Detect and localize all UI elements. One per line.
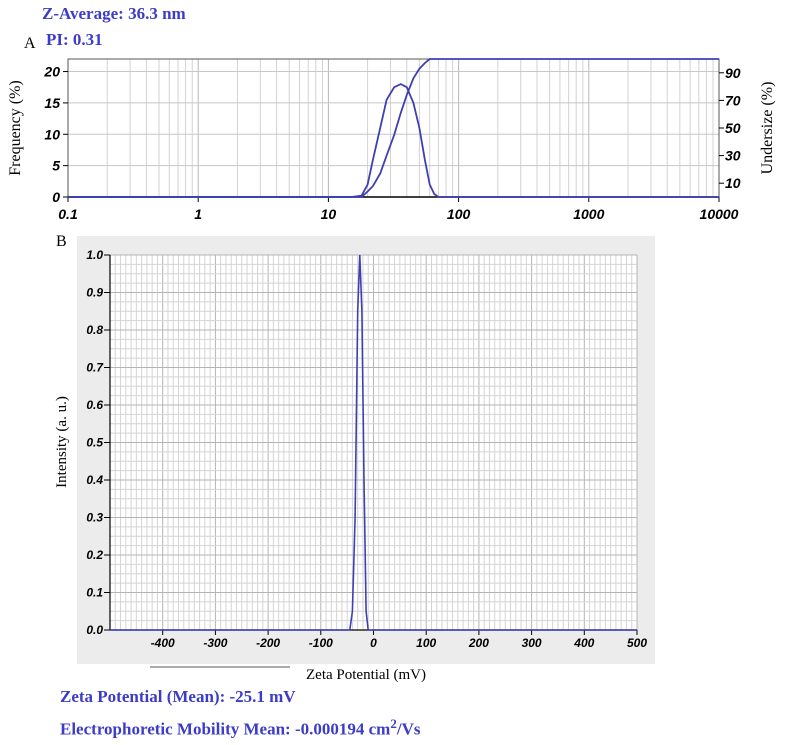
mobility-text: Electrophoretic Mobility Mean: -0.000194…	[60, 719, 391, 739]
chart-b-x-tick-label: 200	[468, 636, 489, 650]
chart-a-x-tick-label: 1000	[573, 206, 604, 222]
chart-b-y-tick-label: 0.7	[86, 361, 104, 375]
chart-a-y-tick-label: 10	[44, 126, 60, 142]
chart-a: 0.1 1 10 100 1000 10000 0 5 10 15 20 10 30 50 70 90 A Fre…	[7, 35, 776, 222]
chart-a-x-tick-label: 0.1	[58, 206, 78, 222]
chart-b-y-tick-label: 0.5	[86, 436, 103, 450]
chart-b-x-tick-label: 0	[370, 636, 377, 650]
chart-a-y2-tick-label: 70	[725, 92, 741, 108]
chart-a-plot-area	[68, 59, 719, 197]
chart-a-y-tick-label: 5	[52, 158, 60, 174]
chart-b-x-tick-label: -300	[203, 636, 227, 650]
chart-a-y-axis-title: Frequency (%)	[7, 80, 24, 176]
chart-a-y2-tick-label: 90	[725, 65, 741, 81]
chart-a-undersize-line	[68, 58, 719, 198]
chart-b-x-axis-title: Zeta Potential (mV)	[306, 667, 426, 683]
chart-a-frequency-line	[68, 83, 719, 198]
chart-b-x-tick-label: 400	[573, 636, 594, 650]
chart-b-y-tick-label: 0.0	[86, 623, 103, 637]
chart-a-x-tick-label: 100	[447, 206, 471, 222]
mobility-exponent: 2	[390, 716, 397, 731]
chart-b-y-tick-label: 1.0	[86, 248, 103, 262]
chart-b: 0.0 0.1 0.2 0.3 0.4 0.5 0.6 0.7 0.8 0.9 1.0 -400 -30…	[54, 233, 655, 683]
chart-a-y2-tick-label: 50	[725, 120, 741, 136]
chart-b-y-tick-label: 0.1	[86, 586, 103, 600]
chart-a-y-tick-label: 0	[52, 189, 60, 205]
chart-a-y2-tick-label: 10	[725, 175, 741, 191]
mobility-unit: /Vs	[396, 719, 421, 739]
chart-b-zeta-line	[110, 254, 637, 631]
chart-b-y-axis-title: Intensity (a. u.)	[54, 396, 70, 488]
chart-a-x-tick-label: 10000	[700, 206, 739, 222]
chart-b-y-tick-label: 0.4	[86, 473, 103, 487]
chart-b-y-tick-label: 0.9	[86, 286, 103, 300]
chart-a-y2-tick-label: 30	[725, 148, 741, 164]
chart-a-y2-axis-title: Undersize (%)	[759, 82, 776, 175]
chart-b-x-tick-label: 300	[522, 636, 542, 650]
chart-b-x-tick-label: -100	[309, 636, 333, 650]
electrophoretic-mobility-label: Electrophoretic Mobility Mean: -0.000194…	[60, 716, 420, 740]
zeta-potential-mean-label: Zeta Potential (Mean): -25.1 mV	[60, 687, 296, 706]
chart-b-x-tick-label: -200	[256, 636, 280, 650]
chart-a-panel-label: A	[24, 35, 36, 52]
chart-b-y-tick-label: 0.2	[86, 548, 103, 562]
chart-b-panel-label: B	[56, 233, 67, 250]
chart-b-y-tick-label: 0.3	[86, 511, 103, 525]
chart-a-y-tick-label: 15	[44, 95, 60, 111]
pi-label: PI: 0.31	[46, 30, 103, 49]
chart-a-x-tick-label: 10	[321, 206, 337, 222]
chart-b-y-tick-label: 0.8	[86, 323, 103, 337]
chart-b-x-tick-label: 500	[627, 636, 647, 650]
chart-b-y-tick-label: 0.6	[86, 398, 103, 412]
z-average-label: Z-Average: 36.3 nm	[42, 4, 186, 23]
chart-a-y-tick-label: 20	[43, 64, 60, 80]
chart-b-x-tick-label: 100	[416, 636, 436, 650]
chart-b-x-tick-label: -400	[151, 636, 175, 650]
chart-a-x-tick-label: 1	[194, 206, 202, 222]
